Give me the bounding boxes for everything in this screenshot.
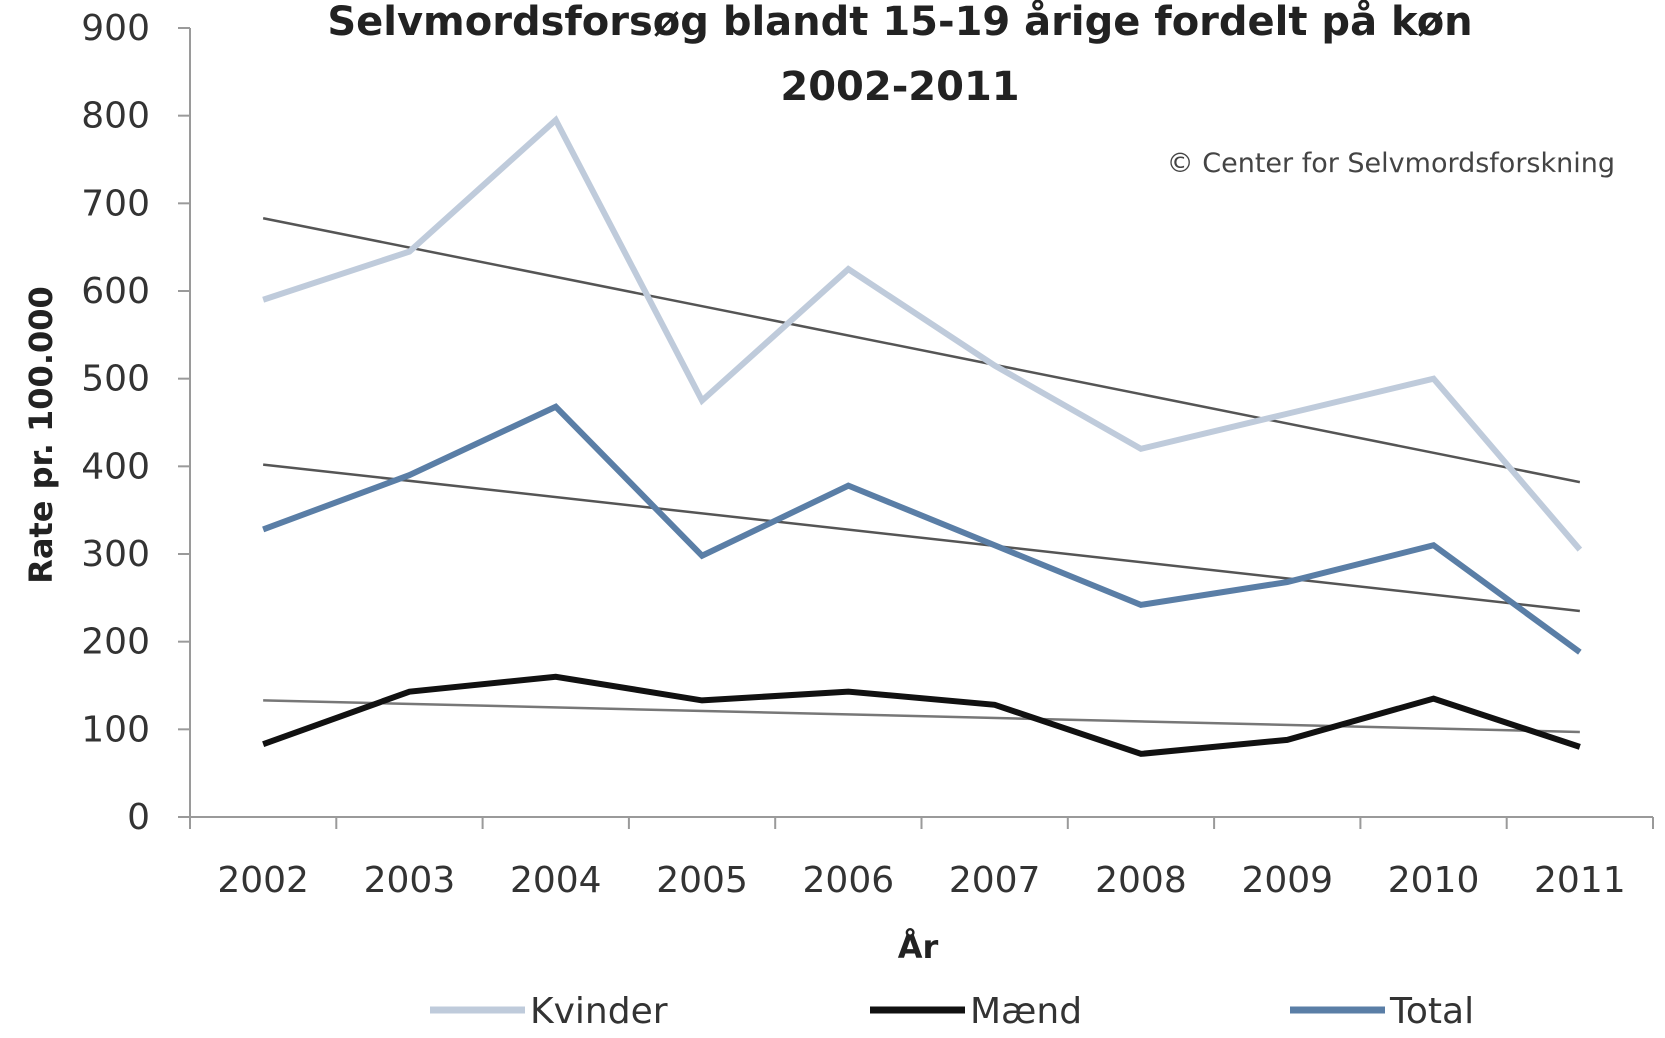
x-tick-label: 2005: [656, 860, 748, 901]
x-tick-label: 2003: [364, 860, 456, 901]
y-tick-label: 800: [81, 96, 150, 137]
legend-label-kvinder: Kvinder: [530, 991, 668, 1032]
x-tick-label: 2009: [1241, 860, 1333, 901]
y-tick-label: 400: [81, 446, 150, 487]
chart-title-line-2: 2002-2011: [780, 64, 1019, 110]
y-tick-label: 900: [81, 8, 150, 49]
x-tick-label: 2004: [510, 860, 602, 901]
x-tick-label: 2007: [949, 860, 1041, 901]
y-tick-label: 700: [81, 183, 150, 224]
legend-label-total: Total: [1389, 991, 1474, 1032]
x-axis-title: År: [898, 928, 939, 966]
copyright-note: © Center for Selvmordsforskning: [1167, 148, 1615, 179]
chart-title-line-1: Selvmordsforsøg blandt 15-19 årige forde…: [327, 0, 1472, 45]
y-tick-label: 300: [81, 534, 150, 575]
x-tick-label: 2010: [1388, 860, 1480, 901]
y-axis-title: Rate pr. 100.000: [22, 286, 60, 584]
legend-label-m-nd: Mænd: [970, 991, 1082, 1032]
x-tick-label: 2006: [803, 860, 895, 901]
y-tick-label: 500: [81, 359, 150, 400]
series-line-kvinder: [262, 115, 1583, 552]
series-line-m-nd: [262, 673, 1581, 757]
trend-line-m-nd: [263, 699, 1580, 734]
x-tick-label: 2002: [217, 860, 309, 901]
y-tick-label: 200: [81, 622, 150, 663]
y-tick-label: 100: [81, 709, 150, 750]
trend-line-kvinder: [262, 217, 1581, 484]
series-line-total: [262, 403, 1582, 655]
y-tick-label: 600: [81, 271, 150, 312]
x-tick-label: 2008: [1095, 860, 1187, 901]
x-tick-label: 2011: [1534, 860, 1626, 901]
y-tick-label: 0: [127, 797, 150, 838]
trend-line-total: [263, 463, 1580, 613]
